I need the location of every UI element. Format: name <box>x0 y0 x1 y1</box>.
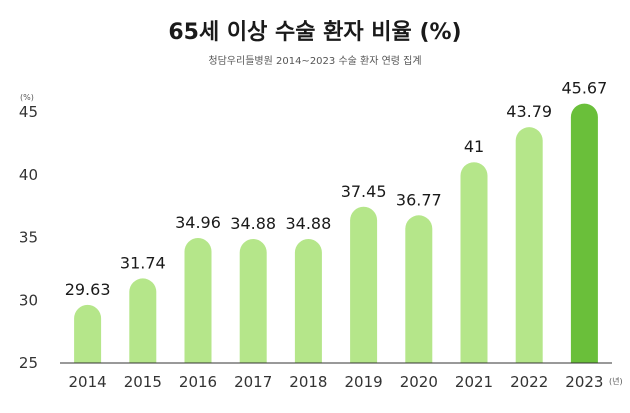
data-label-2017: 34.88 <box>230 214 276 233</box>
bar-2017 <box>239 239 267 363</box>
x-axis: 2014 2015 2016 2017 2018 2019 2020 2021 2022 2023 <box>69 373 604 391</box>
data-label-2018: 34.88 <box>285 214 331 233</box>
x-tick-label: 2015 <box>124 373 162 391</box>
chart-subtitle: 청담우리들병원 2014~2023 수술 환자 연령 집계 <box>208 56 422 67</box>
y-tick-label: 25 <box>19 354 38 372</box>
bar-2019 <box>350 206 378 363</box>
y-tick-label: 35 <box>19 229 38 247</box>
y-tick-label: 45 <box>19 103 38 121</box>
chart-title: 65세 이상 수술 환자 비율 (%) <box>168 20 462 45</box>
x-tick-label: 2016 <box>179 373 217 391</box>
x-tick-label: 2021 <box>455 373 493 391</box>
x-tick-label: 2014 <box>69 373 107 391</box>
bar-2023 <box>570 103 598 364</box>
x-tick-label: 2020 <box>400 373 438 391</box>
bar-2014 <box>74 304 102 363</box>
x-axis-unit: (년) <box>609 376 623 386</box>
y-tick-label: 30 <box>19 291 38 309</box>
data-label-2016: 34.96 <box>175 213 221 232</box>
data-label-2023: 45.67 <box>561 79 607 98</box>
y-axis-unit: (%) <box>20 93 34 102</box>
data-label-2020: 36.77 <box>396 190 442 209</box>
bar-2018 <box>294 239 322 363</box>
x-tick-label: 2017 <box>234 373 272 391</box>
y-tick-label: 40 <box>19 166 38 184</box>
bar-2021 <box>460 162 488 363</box>
bars-group: 29.63 31.74 34.96 34.88 34.88 37.45 36.77 41 43.… <box>65 79 607 364</box>
x-tick-label: 2018 <box>289 373 327 391</box>
data-label-2014: 29.63 <box>65 280 111 299</box>
x-tick-label: 2023 <box>565 373 603 391</box>
bar-2015 <box>129 278 157 363</box>
data-label-2021: 41 <box>464 137 484 156</box>
x-tick-label: 2019 <box>345 373 383 391</box>
data-label-2022: 43.79 <box>506 102 552 121</box>
bar-2022 <box>515 127 543 363</box>
y-axis: 25 30 35 40 45 <box>19 103 38 372</box>
bar-2020 <box>405 215 433 363</box>
data-label-2019: 37.45 <box>341 182 387 201</box>
x-tick-label: 2022 <box>510 373 548 391</box>
bar-2016 <box>184 238 212 363</box>
data-label-2015: 31.74 <box>120 253 166 272</box>
